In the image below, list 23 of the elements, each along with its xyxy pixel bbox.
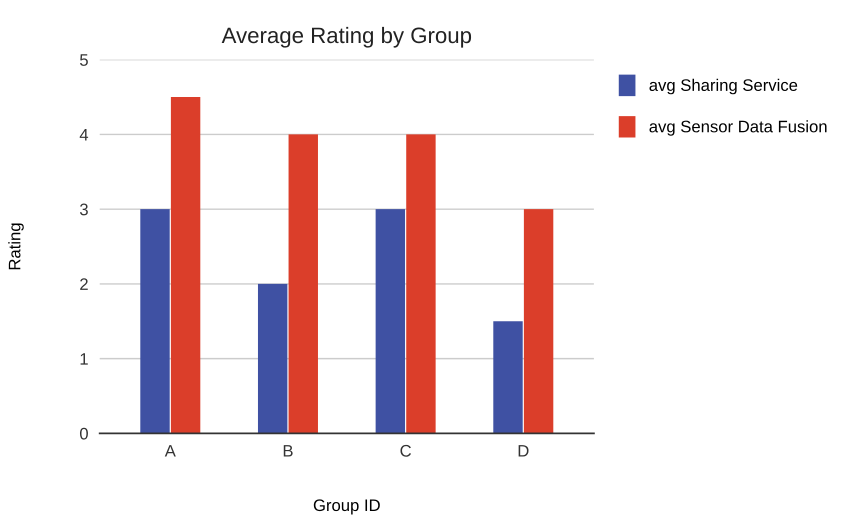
- bar: [140, 209, 170, 434]
- legend-label: avg Sensor Data Fusion: [649, 120, 826, 136]
- x-tick-label: B: [284, 445, 293, 457]
- x-tick-label: D: [518, 445, 529, 457]
- y-tick-label: 2: [80, 278, 88, 290]
- bar: [258, 284, 288, 434]
- y-tick-label: 5: [80, 54, 88, 66]
- bar: [376, 209, 406, 434]
- x-axis-title: Group ID: [314, 499, 380, 514]
- x-tick-label: C: [400, 444, 412, 457]
- bar: [493, 321, 523, 434]
- y-tick-label: 0: [80, 428, 88, 440]
- y-tick-label: 3: [80, 204, 88, 216]
- bar: [406, 134, 436, 434]
- bar: [288, 134, 318, 434]
- y-tick-label: 1: [80, 353, 88, 365]
- bar: [170, 97, 200, 434]
- y-axis-title: Rating: [8, 224, 24, 270]
- bar: [524, 209, 554, 434]
- y-tick-label: 4: [80, 128, 88, 140]
- x-tick-label: A: [164, 445, 176, 457]
- chart-title: Average Rating by Group: [222, 26, 472, 48]
- legend-label: avg Sharing Service: [649, 78, 798, 94]
